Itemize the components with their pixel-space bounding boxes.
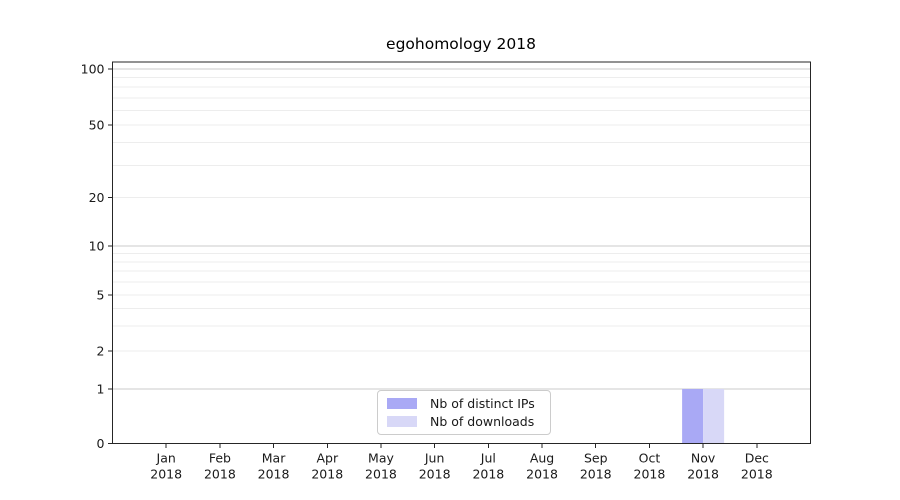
y-tick-label-10: 10 [89, 238, 105, 253]
x-tick-label-5: Jun 2018 [419, 451, 451, 482]
bar-nov-series0 [682, 388, 704, 444]
y-tick-label-0: 0 [97, 436, 105, 451]
x-tick-label-8: Sep 2018 [580, 451, 612, 482]
y-tick-label-50: 50 [89, 117, 105, 132]
legend-swatch-distinct-ips [387, 398, 417, 409]
y-tick-label-5: 5 [97, 287, 105, 302]
legend-swatch-downloads [387, 416, 417, 427]
y-tick-label-2: 2 [97, 343, 105, 358]
x-tick-label-3: Apr 2018 [311, 451, 343, 482]
legend: Nb of distinct IPs Nb of downloads [377, 390, 551, 435]
x-tick-label-9: Oct 2018 [634, 451, 666, 482]
plot-border [112, 61, 811, 444]
x-tick-label-0: Jan 2018 [150, 451, 182, 482]
x-tick-label-4: May 2018 [365, 451, 397, 482]
x-tick-label-11: Dec 2018 [741, 451, 773, 482]
y-tick-label-100: 100 [81, 61, 105, 76]
legend-item-distinct-ips: Nb of distinct IPs [387, 397, 541, 410]
chart-title: egohomology 2018 [386, 35, 536, 53]
x-tick-label-1: Feb 2018 [204, 451, 236, 482]
x-tick-label-7: Aug 2018 [526, 451, 558, 482]
x-tick-label-2: Mar 2018 [258, 451, 290, 482]
x-tick-label-6: Jul 2018 [472, 451, 504, 482]
bar-nov-series1 [703, 388, 725, 444]
x-tick-label-10: Nov 2018 [687, 451, 719, 482]
y-tick-label-1: 1 [97, 381, 105, 396]
legend-label-downloads: Nb of downloads [430, 414, 535, 429]
legend-label-distinct-ips: Nb of distinct IPs [430, 396, 535, 411]
y-tick-label-20: 20 [89, 190, 105, 205]
legend-item-downloads: Nb of downloads [387, 415, 541, 428]
